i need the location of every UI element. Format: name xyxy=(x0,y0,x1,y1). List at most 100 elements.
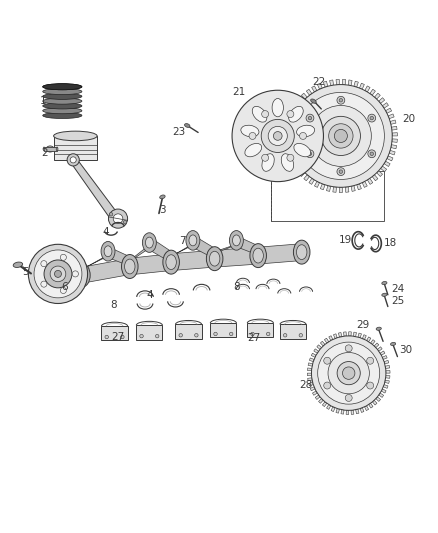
Text: 24: 24 xyxy=(391,284,404,294)
Text: 30: 30 xyxy=(399,345,413,355)
Polygon shape xyxy=(299,171,305,176)
Polygon shape xyxy=(353,332,357,336)
Ellipse shape xyxy=(209,251,220,266)
Circle shape xyxy=(297,92,385,180)
Text: 22: 22 xyxy=(312,77,326,86)
Ellipse shape xyxy=(124,259,135,274)
Ellipse shape xyxy=(46,146,54,152)
Polygon shape xyxy=(362,181,367,188)
Circle shape xyxy=(109,209,127,228)
Circle shape xyxy=(368,114,376,122)
Polygon shape xyxy=(286,150,293,155)
Circle shape xyxy=(287,110,294,118)
Polygon shape xyxy=(284,139,290,142)
Polygon shape xyxy=(367,337,371,342)
Circle shape xyxy=(367,382,374,389)
Ellipse shape xyxy=(145,237,153,248)
Text: 1: 1 xyxy=(39,96,46,106)
Circle shape xyxy=(60,254,67,261)
Polygon shape xyxy=(387,156,393,161)
Circle shape xyxy=(70,157,76,163)
Polygon shape xyxy=(367,179,373,184)
Polygon shape xyxy=(376,397,381,401)
Circle shape xyxy=(343,367,355,379)
Circle shape xyxy=(311,336,386,410)
Polygon shape xyxy=(285,126,290,130)
Text: 18: 18 xyxy=(384,238,398,248)
Polygon shape xyxy=(390,120,396,124)
Ellipse shape xyxy=(121,255,138,278)
Polygon shape xyxy=(307,378,312,381)
Circle shape xyxy=(54,270,61,277)
Ellipse shape xyxy=(382,293,387,296)
Ellipse shape xyxy=(262,154,274,171)
Ellipse shape xyxy=(241,125,259,137)
Circle shape xyxy=(249,133,256,140)
Ellipse shape xyxy=(206,247,223,271)
Polygon shape xyxy=(325,338,329,343)
Polygon shape xyxy=(312,86,317,92)
Circle shape xyxy=(370,116,374,120)
Polygon shape xyxy=(392,139,397,142)
Polygon shape xyxy=(377,171,382,176)
Polygon shape xyxy=(331,407,335,411)
Polygon shape xyxy=(381,166,387,172)
Text: 19: 19 xyxy=(339,235,352,245)
Polygon shape xyxy=(284,133,290,136)
Polygon shape xyxy=(323,81,328,87)
Polygon shape xyxy=(314,349,318,353)
Polygon shape xyxy=(292,161,298,166)
Ellipse shape xyxy=(43,93,82,99)
Circle shape xyxy=(300,133,307,140)
Polygon shape xyxy=(169,243,198,258)
Circle shape xyxy=(328,352,369,394)
Polygon shape xyxy=(326,185,331,191)
Polygon shape xyxy=(383,385,388,389)
Ellipse shape xyxy=(43,84,82,90)
Ellipse shape xyxy=(53,131,97,141)
Polygon shape xyxy=(293,103,299,108)
Text: 8: 8 xyxy=(110,300,117,310)
Polygon shape xyxy=(348,80,352,86)
Ellipse shape xyxy=(245,143,261,157)
Polygon shape xyxy=(127,245,155,262)
Polygon shape xyxy=(374,93,380,99)
Polygon shape xyxy=(44,147,57,151)
Circle shape xyxy=(123,220,127,224)
Circle shape xyxy=(50,266,66,282)
Polygon shape xyxy=(304,175,310,181)
Polygon shape xyxy=(280,325,306,339)
Polygon shape xyxy=(385,366,390,368)
Circle shape xyxy=(308,152,312,156)
Circle shape xyxy=(299,334,303,337)
Circle shape xyxy=(113,214,123,223)
Polygon shape xyxy=(317,345,321,350)
Ellipse shape xyxy=(281,154,293,171)
Circle shape xyxy=(140,334,143,338)
Ellipse shape xyxy=(160,195,165,199)
Polygon shape xyxy=(210,323,237,337)
Ellipse shape xyxy=(297,125,314,137)
Text: 27: 27 xyxy=(247,333,261,343)
Polygon shape xyxy=(320,184,325,190)
Circle shape xyxy=(41,281,47,287)
Polygon shape xyxy=(382,103,389,108)
Polygon shape xyxy=(360,83,364,89)
Polygon shape xyxy=(103,249,134,264)
Polygon shape xyxy=(370,89,375,95)
Circle shape xyxy=(306,150,314,158)
Text: 29: 29 xyxy=(356,320,369,330)
Polygon shape xyxy=(301,93,307,99)
Polygon shape xyxy=(231,238,262,254)
Circle shape xyxy=(232,90,323,182)
Polygon shape xyxy=(308,363,313,366)
Circle shape xyxy=(41,261,47,266)
Polygon shape xyxy=(346,410,349,415)
Polygon shape xyxy=(289,156,295,161)
Ellipse shape xyxy=(297,245,307,260)
Polygon shape xyxy=(343,79,346,85)
Polygon shape xyxy=(309,358,314,361)
Circle shape xyxy=(251,332,254,336)
Polygon shape xyxy=(327,405,331,409)
Ellipse shape xyxy=(43,84,82,90)
